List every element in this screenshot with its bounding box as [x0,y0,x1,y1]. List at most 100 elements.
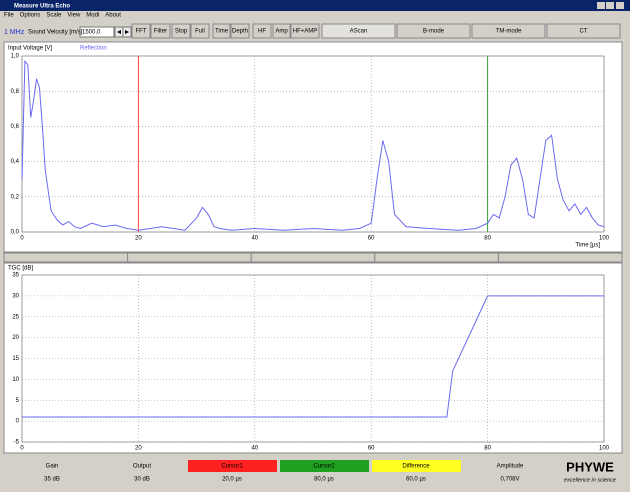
velocity-value: 1500,0 [82,30,101,36]
y-tick-label: 0 [16,419,20,425]
velocity-label: Sound Velocity [m/s] [28,30,83,36]
x-tick-label: 20 [135,446,142,452]
y-tick-label: 0,6 [11,124,20,130]
legend-entry: Reflection [80,46,107,52]
toolbar-button[interactable] [131,23,151,39]
tab[interactable] [396,23,471,39]
button-label: Filter [154,29,167,35]
gain-value: 35 dB [44,477,60,483]
scroll-button[interactable] [250,252,376,263]
menu-item[interactable]: Options [20,13,41,19]
output-label: Output [133,464,151,470]
button-label: Full [195,29,205,35]
menu-item[interactable]: Scale [46,13,62,19]
x-tick-label: 80 [484,446,491,452]
plot-frame [21,274,605,443]
button-label: Depth [232,29,248,35]
close-button[interactable] [616,2,624,9]
x-tick-label: 100 [599,446,610,452]
toolbar-button[interactable] [212,23,231,39]
maximize-button[interactable] [606,2,614,9]
toolbar-button[interactable] [190,23,210,39]
y-axis-label: Input Voltage [V] [8,46,52,52]
y-tick-label: -5 [14,440,20,446]
amplitude-label: Amplitude [497,464,524,470]
y-tick-label: 5 [16,398,20,404]
y-tick-label: 30 [12,293,19,299]
tab[interactable] [321,23,396,39]
toolbar-button[interactable] [272,23,291,39]
window-title: Measure Ultra Echo [14,4,70,10]
scroll-button[interactable] [3,252,129,263]
toolbar-button[interactable] [150,23,171,39]
cursor2-label: Cursor2 [313,464,335,470]
x-tick-label: 100 [599,236,610,242]
y-tick-label: 0,2 [11,194,20,200]
x-tick-label: 60 [368,446,375,452]
menu-item[interactable]: About [105,13,121,19]
series-line [21,59,605,231]
y-tick-label: 35 [12,273,19,279]
y-tick-label: 1,0 [11,54,20,60]
toolbar-button[interactable] [230,23,250,39]
button-label: Amp [275,29,288,35]
toolbar-button[interactable] [290,23,320,39]
y-tick-label: 0,4 [11,159,20,165]
scroll-button[interactable] [127,252,252,263]
y-tick-label: 25 [12,314,19,320]
difference-box [372,460,461,472]
button-label: Stop [175,29,188,35]
ascan-panel [3,41,623,253]
x-tick-label: 0 [20,446,24,452]
button-label: Time [215,29,229,35]
gain-label: Gain [46,464,59,470]
cursor1-box [188,460,277,472]
minimize-button[interactable] [597,2,605,9]
arrow-icons [117,30,129,34]
y-tick-label: 10 [12,377,19,383]
menu-item[interactable]: View [67,13,81,19]
y-tick-label: 0,0 [11,230,20,236]
button-label: HF+AMP [293,29,318,35]
series-line [22,295,604,418]
difference-label: Difference [402,464,430,470]
y-tick-label: 0,8 [11,89,20,95]
x-tick-label: 0 [20,236,24,242]
tab-label: B-mode [423,29,445,35]
button-label: FFT [136,29,147,35]
frequency: 1 MHz [4,29,25,36]
scroll-button[interactable] [497,252,623,263]
cursor2-value: 80,0 µs [314,477,334,483]
plot-frame [21,55,605,233]
x-axis-label: Time [µs] [575,243,600,249]
tab[interactable] [546,23,621,39]
slogan: excellence in science [564,477,616,483]
y-tick-label: 15 [12,356,19,362]
x-tick-label: 60 [368,236,375,242]
tgc-panel [3,262,623,454]
tab-label: AScan [350,29,368,35]
menu-item[interactable]: File [4,13,14,19]
toolbar-button[interactable] [171,23,191,39]
title-bar [0,0,630,11]
y-axis-label: TGC [dB] [8,266,33,272]
difference-value: 60,0 µs [406,477,426,483]
x-tick-label: 20 [135,236,142,242]
x-tick-label: 40 [251,236,258,242]
tab[interactable] [471,23,546,39]
cursor1-value: 20,0 µs [222,477,242,483]
logo: PHYWE [566,459,614,474]
velocity-input[interactable] [79,26,115,38]
output-value: 30 dB [134,477,150,483]
tab-label: CT [580,29,588,35]
toolbar-button[interactable] [252,23,272,39]
cursor2-box [280,460,369,472]
scroll-button[interactable] [374,252,499,263]
cursor1-label: Cursor1 [221,464,243,470]
button-label: HF [258,29,266,35]
y-tick-label: 20 [12,335,19,341]
x-tick-label: 40 [251,446,258,452]
menu-item[interactable]: Modi [86,13,99,19]
tab-label: TM-mode [496,29,522,35]
